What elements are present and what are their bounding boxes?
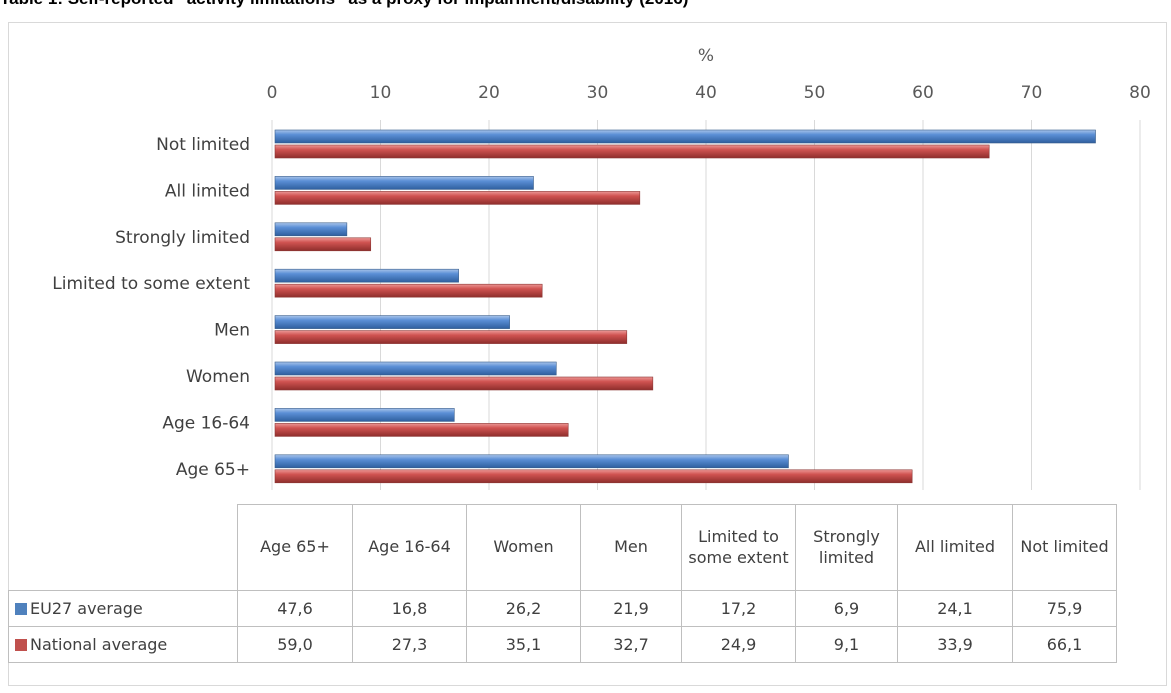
legend-label: National average — [30, 635, 168, 654]
table-corner — [8, 504, 238, 591]
bar-eu27 — [274, 315, 510, 329]
legend-swatch — [15, 603, 27, 615]
table-cell: 21,9 — [580, 590, 682, 627]
table-cell: 47,6 — [237, 590, 353, 627]
bar-national — [274, 330, 628, 344]
bar-eu27 — [274, 268, 459, 283]
tick-label: 40 — [695, 83, 717, 103]
tick-label: 10 — [370, 83, 392, 103]
bar-national — [274, 469, 913, 484]
bar-national — [274, 144, 990, 159]
table-cell: 33,9 — [897, 626, 1013, 663]
category-label: Women — [186, 367, 250, 387]
table-header: Not limited — [1012, 504, 1117, 591]
table-cell: 32,7 — [580, 626, 682, 663]
table-cell: 6,9 — [795, 590, 898, 627]
bar-eu27 — [274, 454, 789, 469]
bar-eu27 — [274, 361, 557, 376]
bar-national — [274, 191, 641, 205]
table-cell: 66,1 — [1012, 626, 1117, 663]
axis-label: % — [698, 46, 714, 66]
tick-label: 20 — [478, 83, 500, 103]
table-cell: 9,1 — [795, 626, 898, 663]
table-cell: 27,3 — [352, 626, 467, 663]
table-cell: 24,1 — [897, 590, 1013, 627]
table-cell: 17,2 — [681, 590, 796, 627]
bar-eu27 — [274, 129, 1096, 144]
bar-national — [274, 423, 569, 437]
tick-label: 60 — [912, 83, 934, 103]
category-label: Strongly limited — [115, 228, 250, 248]
table-row: National average 59,0 27,3 35,1 32,7 24,9 9,1 3… — [8, 626, 1117, 663]
chart-title: Table 1: Self-reported “activity limitat… — [0, 0, 688, 9]
category-label: All limited — [165, 181, 250, 201]
table-cell: 26,2 — [466, 590, 581, 627]
legend-swatch — [15, 639, 27, 651]
table-header: Limited to some extent — [681, 504, 796, 591]
bars — [274, 129, 1096, 484]
tick-label: 50 — [804, 83, 826, 103]
bar-eu27 — [274, 222, 348, 237]
bar-national — [274, 237, 372, 252]
category-label: Limited to some extent — [52, 274, 250, 294]
table-header: Age 65+ — [237, 504, 353, 591]
tick-label: 80 — [1129, 83, 1151, 103]
table-header: Men — [580, 504, 682, 591]
category-label: Men — [214, 321, 250, 341]
tick-label: 70 — [1021, 83, 1043, 103]
bar-national — [274, 376, 654, 391]
table-cell: 35,1 — [466, 626, 581, 663]
category-label: Age 65+ — [176, 460, 250, 480]
table-header: Women — [466, 504, 581, 591]
table-row: EU27 average 47,6 16,8 26,2 21,9 17,2 6,9 24,1 7… — [8, 590, 1117, 627]
tick-label: 0 — [267, 83, 278, 103]
bar-national — [274, 283, 543, 298]
table-header: Strongly limited — [795, 504, 898, 591]
bar-eu27 — [274, 408, 455, 422]
table-cell: 59,0 — [237, 626, 353, 663]
table-cell: 24,9 — [681, 626, 796, 663]
legend-label: EU27 average — [30, 599, 143, 618]
table-header: Age 16-64 — [352, 504, 467, 591]
category-label: Not limited — [156, 135, 250, 155]
bar-eu27 — [274, 176, 534, 190]
category-labels: Not limited All limited Strongly limited Li… — [52, 135, 250, 480]
data-table: Age 65+ Age 16-64 Women Men Limited to some … — [8, 504, 1117, 663]
tick-labels: 0 10 20 30 40 50 60 70 80 — [267, 83, 1151, 103]
table-header: All limited — [897, 504, 1013, 591]
category-label: Age 16-64 — [162, 413, 250, 433]
chart-frame — [8, 22, 1167, 686]
table-cell: 16,8 — [352, 590, 467, 627]
legend-entry: EU27 average — [8, 590, 238, 627]
legend-entry: National average — [8, 626, 238, 663]
table-cell: 75,9 — [1012, 590, 1117, 627]
tick-label: 30 — [587, 83, 609, 103]
